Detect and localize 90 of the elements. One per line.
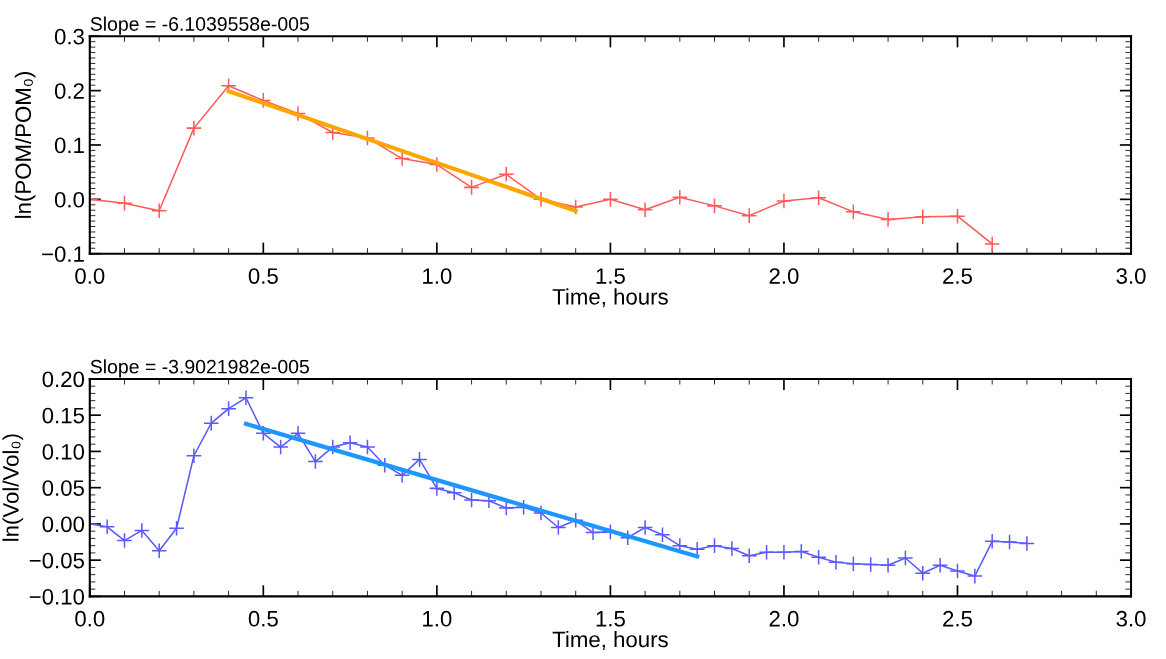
point — [706, 537, 723, 554]
x-tick-label: 0.5 — [248, 610, 278, 627]
point — [463, 179, 480, 196]
y-tick-label: 0.1 — [54, 137, 84, 154]
x-tick-label: 2.0 — [769, 268, 799, 284]
point — [307, 453, 324, 470]
x-tick-label: 2.5 — [943, 610, 972, 627]
point — [637, 201, 654, 218]
x-axis-title: Time, hours — [552, 288, 668, 308]
y-tick-label: −0.10 — [29, 588, 85, 605]
y-axis-title: ln(Vol/Vol₀) — [2, 434, 24, 541]
y-tick-label: 0.00 — [42, 516, 85, 533]
chart-title: Slope = -6.1039558e-005 — [90, 16, 309, 35]
y-tick-label: 0.20 — [42, 371, 85, 388]
y-axis-title: ln(POM/POM₀) — [14, 71, 36, 218]
y-tick-label: −0.05 — [29, 552, 84, 569]
point — [775, 544, 792, 561]
point — [880, 557, 897, 574]
x-tick-label: 0.0 — [75, 268, 105, 284]
point — [845, 203, 862, 220]
point — [1018, 535, 1035, 552]
point — [966, 568, 983, 585]
chart-title: Slope = -3.9021982e-005 — [90, 359, 309, 378]
point — [359, 439, 376, 456]
point — [185, 447, 202, 464]
point — [741, 207, 758, 224]
point — [498, 166, 515, 183]
point — [758, 544, 775, 561]
point — [133, 522, 150, 539]
point — [428, 480, 445, 497]
point — [897, 549, 914, 567]
point — [793, 543, 810, 560]
point — [220, 400, 237, 417]
point — [949, 208, 966, 225]
y-tick-label: 0.15 — [42, 407, 84, 424]
y-tick-label: 0.05 — [42, 480, 84, 496]
x-tick-label: 3.0 — [1116, 268, 1146, 284]
point — [567, 198, 584, 216]
x-tick-label: 0.5 — [248, 268, 278, 284]
point — [411, 451, 428, 468]
point — [203, 415, 220, 432]
point — [706, 197, 723, 214]
point — [984, 235, 1001, 252]
point — [394, 150, 411, 167]
point — [116, 195, 133, 212]
point — [116, 532, 133, 549]
point — [914, 565, 931, 582]
point — [168, 520, 185, 537]
point — [151, 542, 168, 559]
point — [237, 389, 255, 406]
x-tick-label: 1.5 — [596, 611, 625, 627]
point — [775, 192, 792, 210]
x-tick-label: 1.5 — [596, 268, 625, 284]
point — [827, 554, 845, 571]
point — [932, 557, 949, 574]
point — [671, 189, 688, 206]
point — [741, 547, 758, 564]
point — [463, 491, 480, 509]
point — [845, 555, 862, 572]
x-tick-label: 2.5 — [943, 268, 972, 284]
point — [602, 191, 619, 208]
point — [151, 202, 168, 219]
point — [1001, 533, 1018, 551]
y-tick-label: 0.2 — [54, 83, 84, 99]
x-axis-title: Time, hours — [552, 631, 668, 650]
y-tick-label: 0.0 — [54, 191, 85, 208]
x-tick-label: 0.0 — [75, 610, 105, 627]
y-tick-label: 0.3 — [54, 28, 84, 45]
x-tick-label: 2.0 — [769, 610, 799, 627]
point — [185, 120, 202, 137]
point — [637, 519, 654, 536]
point — [342, 434, 359, 451]
point — [984, 533, 1001, 550]
point — [914, 208, 931, 225]
point — [99, 518, 116, 535]
point — [654, 526, 671, 543]
point — [880, 211, 897, 228]
point — [272, 439, 289, 456]
point — [810, 189, 827, 206]
y-tick-label: −0.1 — [42, 246, 84, 262]
point — [255, 425, 272, 442]
point — [862, 556, 879, 573]
x-tick-label: 3.0 — [1116, 610, 1146, 627]
point — [810, 549, 827, 566]
point — [550, 519, 567, 536]
y-tick-label: 0.10 — [42, 443, 85, 460]
x-tick-label: 1.0 — [423, 268, 452, 284]
point — [723, 540, 740, 557]
point — [949, 562, 966, 580]
x-tick-label: 1.0 — [423, 610, 452, 627]
